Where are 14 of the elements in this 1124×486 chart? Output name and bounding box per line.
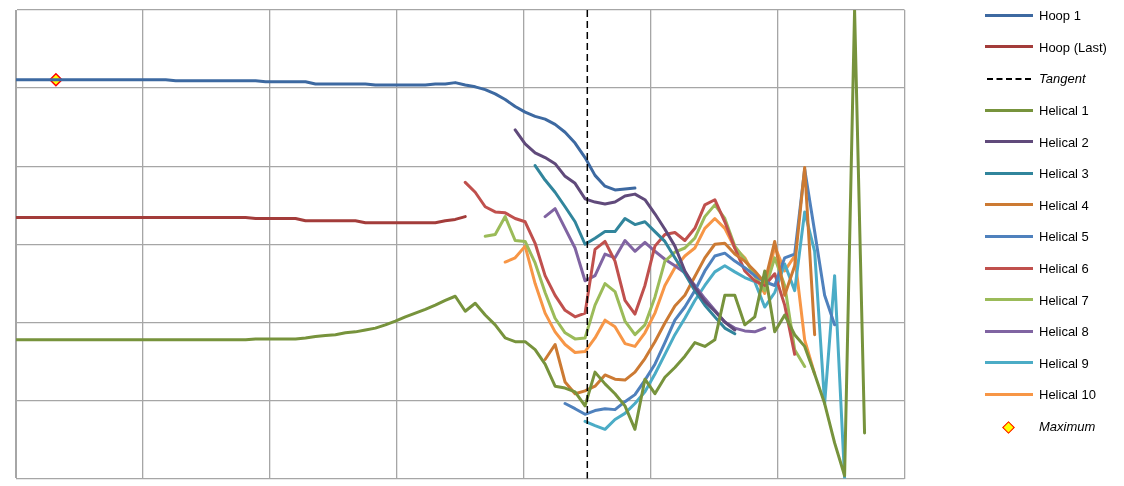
legend-label: Maximum — [1039, 419, 1096, 435]
legend-label: Helical 7 — [1039, 292, 1089, 308]
legend-label: Helical 3 — [1039, 166, 1089, 182]
legend-label: Hoop (Last) — [1039, 39, 1107, 55]
legend-label: Helical 10 — [1039, 387, 1097, 403]
legend-label: Helical 8 — [1039, 324, 1089, 340]
legend-label: Helical 5 — [1039, 229, 1089, 245]
legend-label: Helical 4 — [1039, 197, 1089, 213]
text: Tangent — [1039, 71, 1086, 87]
legend-label: Helical 9 — [1039, 355, 1089, 371]
legend-label: Hoop 1 — [1039, 8, 1081, 24]
legend-label: Helical 2 — [1039, 134, 1089, 150]
legend-label: Helical 1 — [1039, 103, 1089, 119]
legend-label: Helical 6 — [1039, 261, 1089, 277]
